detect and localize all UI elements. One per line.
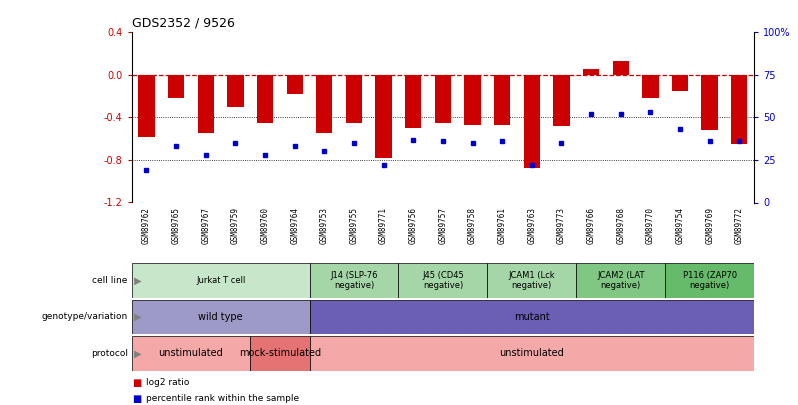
Text: log2 ratio: log2 ratio xyxy=(146,378,189,387)
Text: GSM89753: GSM89753 xyxy=(320,207,329,244)
Text: mutant: mutant xyxy=(514,312,550,322)
Bar xyxy=(316,75,333,133)
Text: GSM89772: GSM89772 xyxy=(735,207,744,244)
Bar xyxy=(251,336,310,371)
Text: protocol: protocol xyxy=(91,349,128,358)
Text: percentile rank within the sample: percentile rank within the sample xyxy=(146,394,299,403)
Bar xyxy=(398,263,488,298)
Text: GSM89761: GSM89761 xyxy=(498,207,507,244)
Text: GSM89766: GSM89766 xyxy=(587,207,595,244)
Text: GSM89771: GSM89771 xyxy=(379,207,388,244)
Bar xyxy=(672,75,688,91)
Text: GSM89769: GSM89769 xyxy=(705,207,714,244)
Bar xyxy=(132,263,310,298)
Text: GSM89754: GSM89754 xyxy=(676,207,685,244)
Text: GSM89773: GSM89773 xyxy=(557,207,566,244)
Bar xyxy=(642,75,658,98)
Bar xyxy=(132,300,310,334)
Bar xyxy=(494,75,511,125)
Text: mock-stimulated: mock-stimulated xyxy=(239,348,321,358)
Bar xyxy=(132,336,251,371)
Text: P116 (ZAP70
negative): P116 (ZAP70 negative) xyxy=(682,271,737,290)
Text: JCAM2 (LAT
negative): JCAM2 (LAT negative) xyxy=(597,271,645,290)
Text: genotype/variation: genotype/variation xyxy=(41,312,128,322)
Text: J14 (SLP-76
negative): J14 (SLP-76 negative) xyxy=(330,271,377,290)
Text: GSM89770: GSM89770 xyxy=(646,207,655,244)
Text: JCAM1 (Lck
negative): JCAM1 (Lck negative) xyxy=(508,271,555,290)
Bar xyxy=(375,75,392,158)
Bar xyxy=(523,75,540,168)
Bar xyxy=(576,263,666,298)
Bar xyxy=(488,263,576,298)
Text: GSM89763: GSM89763 xyxy=(527,207,536,244)
Text: GSM89764: GSM89764 xyxy=(290,207,299,244)
Bar xyxy=(405,75,421,128)
Text: ▶: ▶ xyxy=(131,348,141,358)
Text: ■: ■ xyxy=(132,394,141,404)
Bar xyxy=(701,75,718,130)
Bar xyxy=(464,75,480,125)
Bar xyxy=(286,75,303,94)
Text: GDS2352 / 9526: GDS2352 / 9526 xyxy=(132,17,235,30)
Bar xyxy=(613,61,629,75)
Text: wild type: wild type xyxy=(198,312,243,322)
Text: GSM89765: GSM89765 xyxy=(172,207,180,244)
Text: GSM89755: GSM89755 xyxy=(350,207,358,244)
Text: cell line: cell line xyxy=(93,276,128,285)
Bar xyxy=(138,75,155,136)
Bar xyxy=(731,75,748,144)
Bar xyxy=(310,300,754,334)
Text: ■: ■ xyxy=(132,378,141,388)
Text: J45 (CD45
negative): J45 (CD45 negative) xyxy=(422,271,464,290)
Text: GSM89756: GSM89756 xyxy=(409,207,417,244)
Text: GSM89760: GSM89760 xyxy=(261,207,270,244)
Bar xyxy=(257,75,273,123)
Bar xyxy=(168,75,184,98)
Text: GSM89768: GSM89768 xyxy=(616,207,625,244)
Text: GSM89757: GSM89757 xyxy=(438,207,448,244)
Text: ▶: ▶ xyxy=(131,275,141,286)
Text: GSM89762: GSM89762 xyxy=(142,207,151,244)
Bar xyxy=(310,336,754,371)
Text: GSM89758: GSM89758 xyxy=(468,207,477,244)
Text: ▶: ▶ xyxy=(131,312,141,322)
Bar xyxy=(583,68,599,75)
Bar xyxy=(310,263,398,298)
Bar xyxy=(198,75,214,133)
Bar xyxy=(553,75,570,126)
Text: unstimulated: unstimulated xyxy=(159,348,223,358)
Text: GSM89767: GSM89767 xyxy=(201,207,210,244)
Text: GSM89759: GSM89759 xyxy=(231,207,240,244)
Text: unstimulated: unstimulated xyxy=(500,348,564,358)
Text: Jurkat T cell: Jurkat T cell xyxy=(196,276,245,285)
Bar xyxy=(666,263,754,298)
Bar xyxy=(346,75,362,123)
Bar xyxy=(227,75,243,107)
Bar xyxy=(435,75,451,123)
